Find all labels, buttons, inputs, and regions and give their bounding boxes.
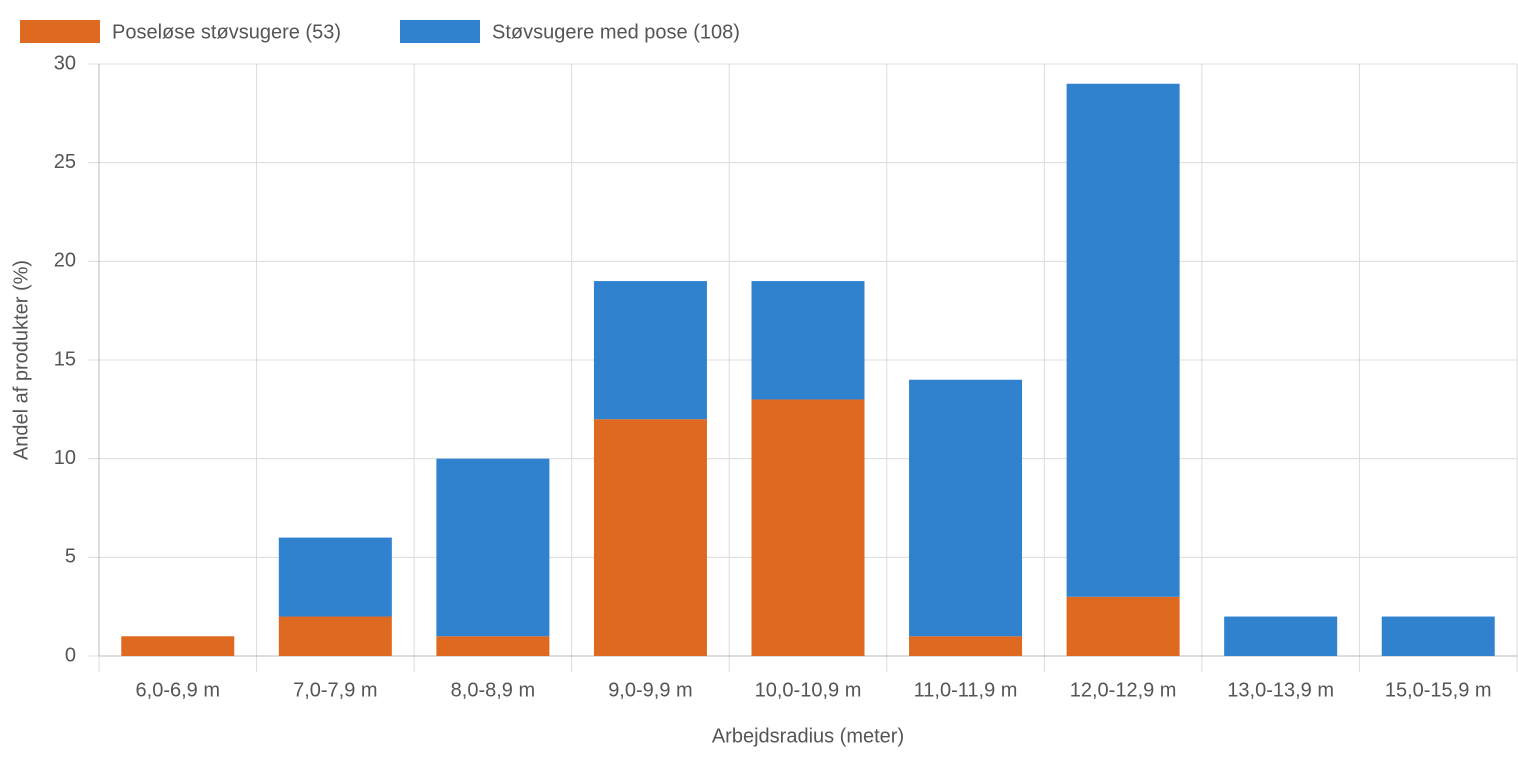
bar-segment xyxy=(278,537,392,617)
legend-label[interactable]: Støvsugere med pose (108) xyxy=(492,21,740,43)
legend-swatch[interactable] xyxy=(20,20,100,43)
y-tick-label: 0 xyxy=(65,644,76,666)
x-tick-label: 7,0-7,9 m xyxy=(293,679,377,701)
bar-segment xyxy=(1066,596,1180,656)
bar-segment xyxy=(593,419,707,656)
y-tick-label: 5 xyxy=(65,546,76,568)
x-tick-label: 11,0-11,9 m xyxy=(914,679,1018,701)
bar-segment xyxy=(751,399,865,656)
bar-segment xyxy=(1066,83,1180,597)
y-tick-label: 10 xyxy=(54,447,76,469)
bar-segment xyxy=(436,458,550,637)
x-tick-label: 6,0-6,9 m xyxy=(136,679,220,701)
y-tick-label: 25 xyxy=(54,151,76,173)
x-tick-label: 13,0-13,9 m xyxy=(1227,679,1334,701)
x-axis-title: Arbejdsradius (meter) xyxy=(712,725,904,747)
legend-swatch[interactable] xyxy=(400,20,480,43)
x-tick-label: 9,0-9,9 m xyxy=(608,679,692,701)
x-tick-label: 10,0-10,9 m xyxy=(755,679,862,701)
x-tick-label: 12,0-12,9 m xyxy=(1070,679,1177,701)
bar-segment xyxy=(121,636,235,656)
bar-segment xyxy=(909,379,1023,637)
legend-label[interactable]: Poseløse støvsugere (53) xyxy=(112,21,341,43)
bar-segment xyxy=(1381,616,1495,656)
bar-segment xyxy=(751,281,865,400)
x-tick-label: 8,0-8,9 m xyxy=(451,679,535,701)
y-tick-label: 20 xyxy=(54,250,76,272)
y-axis-title: Andel af produkter (%) xyxy=(10,260,32,460)
bar-segment xyxy=(593,281,707,420)
bar-segment xyxy=(436,636,550,656)
bar-segment xyxy=(909,636,1023,656)
y-tick-label: 15 xyxy=(54,348,76,370)
bar-segment xyxy=(1224,616,1338,656)
x-tick-label: 15,0-15,9 m xyxy=(1385,679,1492,701)
y-tick-label: 30 xyxy=(54,52,76,74)
bar-segment xyxy=(278,616,392,656)
